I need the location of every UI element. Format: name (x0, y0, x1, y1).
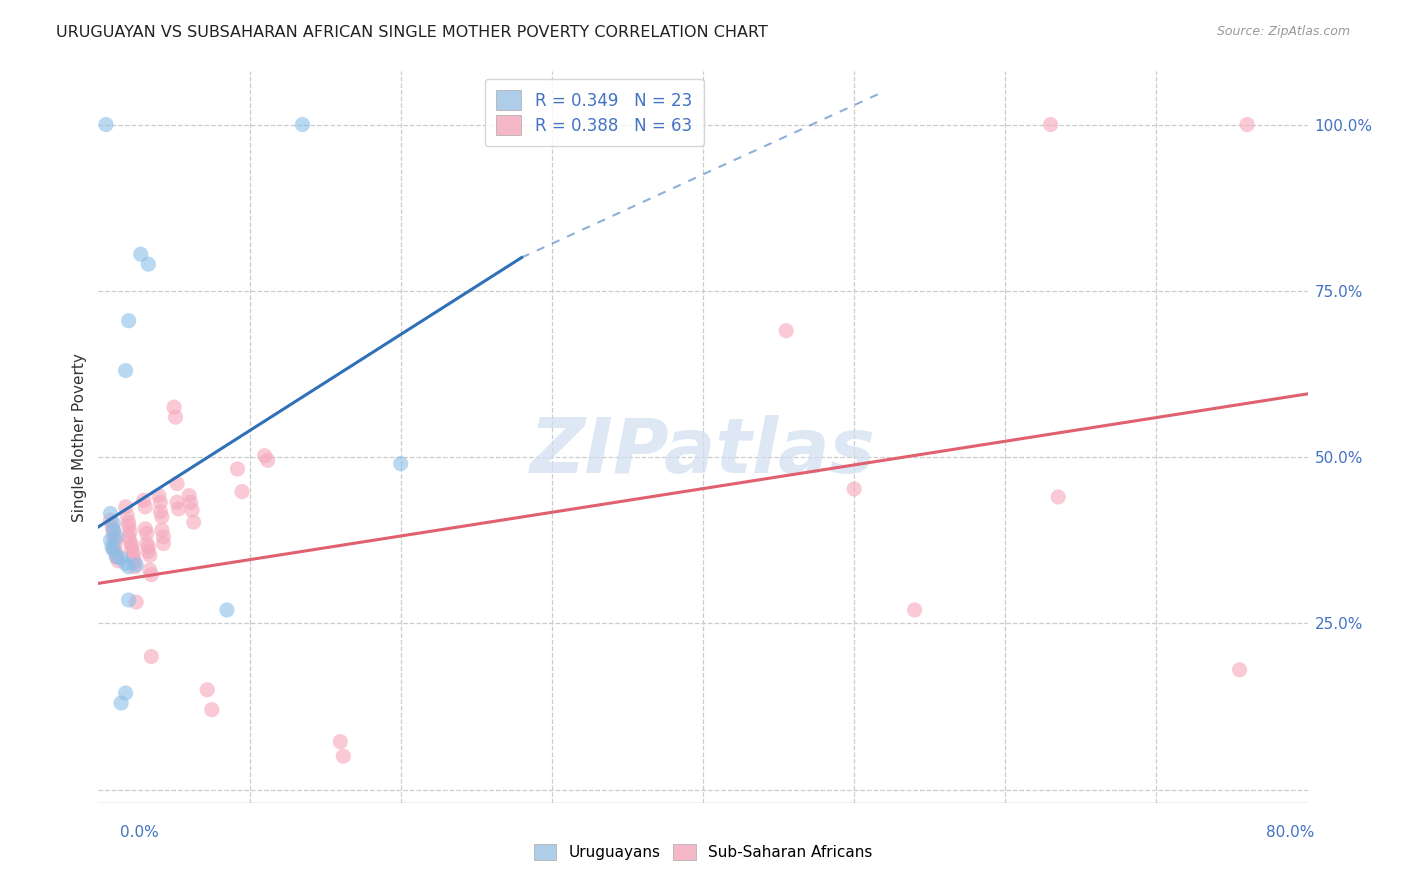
Point (135, 536, 157, 550)
Point (107, 554, 129, 568)
Point (104, 538, 127, 552)
Point (167, 502, 190, 516)
Point (100, 533, 122, 548)
Point (114, 363, 136, 377)
Point (181, 503, 204, 517)
Point (253, 449, 276, 463)
Point (139, 563, 162, 577)
Point (103, 516, 125, 531)
Point (163, 400, 186, 414)
Point (105, 546, 128, 560)
Point (124, 554, 146, 568)
Point (134, 500, 156, 514)
Point (226, 462, 249, 476)
Point (152, 530, 174, 544)
Point (105, 549, 128, 564)
Point (150, 509, 173, 524)
Point (332, 749, 354, 764)
Point (389, 457, 412, 471)
Point (114, 686, 136, 700)
Point (121, 541, 143, 556)
Point (183, 515, 205, 529)
Point (118, 314, 141, 328)
Point (101, 540, 124, 554)
Point (125, 558, 148, 572)
Point (122, 546, 145, 560)
Point (179, 489, 201, 503)
Point (103, 523, 125, 537)
Point (132, 493, 155, 508)
Point (118, 519, 141, 533)
Point (148, 489, 170, 503)
Point (94, 118, 117, 132)
Point (124, 559, 146, 574)
Point (195, 682, 218, 697)
Point (135, 526, 157, 541)
Text: 0.0%: 0.0% (120, 825, 159, 840)
Point (101, 520, 124, 534)
Point (129, 247, 152, 261)
Point (844, 482, 866, 496)
Y-axis label: Single Mother Poverty: Single Mother Poverty (72, 352, 87, 522)
Point (166, 476, 188, 491)
Text: 80.0%: 80.0% (1267, 825, 1315, 840)
Point (110, 696, 132, 710)
Point (104, 533, 127, 548)
Point (215, 603, 238, 617)
Point (114, 557, 136, 571)
Point (1229, 663, 1251, 677)
Point (775, 324, 797, 338)
Point (141, 649, 163, 664)
Point (110, 551, 132, 566)
Point (118, 530, 141, 544)
Point (103, 543, 125, 558)
Point (165, 410, 187, 425)
Point (1047, 490, 1070, 504)
Point (136, 257, 159, 271)
Point (100, 513, 122, 527)
Point (118, 559, 141, 574)
Point (100, 507, 122, 521)
Point (134, 522, 156, 536)
Point (166, 495, 188, 509)
Point (141, 567, 163, 582)
Point (122, 549, 145, 564)
Point (149, 495, 172, 509)
Point (139, 549, 162, 563)
Point (201, 703, 224, 717)
Point (904, 603, 927, 617)
Legend: R = 0.349   N = 23, R = 0.388   N = 63: R = 0.349 N = 23, R = 0.388 N = 63 (485, 78, 703, 146)
Legend: Uruguayans, Sub-Saharan Africans: Uruguayans, Sub-Saharan Africans (527, 838, 879, 866)
Point (118, 593, 141, 607)
Point (180, 495, 202, 509)
Point (1039, 118, 1062, 132)
Point (105, 530, 128, 544)
Point (136, 540, 159, 554)
Point (103, 541, 125, 556)
Point (231, 484, 253, 499)
Point (105, 549, 128, 564)
Point (152, 536, 174, 550)
Point (120, 524, 142, 539)
Point (150, 523, 173, 537)
Point (329, 734, 352, 748)
Point (149, 504, 172, 518)
Point (115, 508, 138, 523)
Text: Source: ZipAtlas.com: Source: ZipAtlas.com (1216, 25, 1350, 38)
Point (103, 524, 125, 539)
Point (125, 595, 148, 609)
Text: URUGUAYAN VS SUBSAHARAN AFRICAN SINGLE MOTHER POVERTY CORRELATION CHART: URUGUAYAN VS SUBSAHARAN AFRICAN SINGLE M… (56, 25, 768, 40)
Point (136, 544, 159, 558)
Point (120, 534, 142, 549)
Point (1236, 118, 1258, 132)
Point (256, 453, 278, 467)
Point (103, 530, 125, 544)
Point (121, 539, 143, 553)
Point (114, 500, 136, 514)
Text: ZIPatlas: ZIPatlas (530, 415, 876, 489)
Point (118, 515, 141, 529)
Point (291, 118, 314, 132)
